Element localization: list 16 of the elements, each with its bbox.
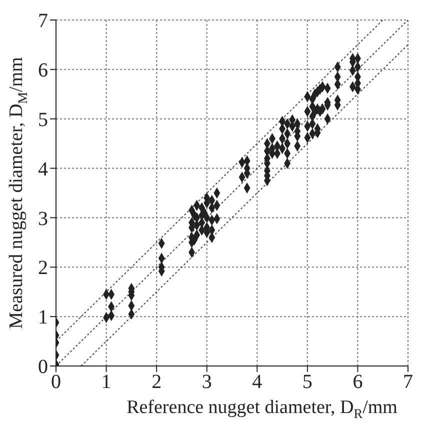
x-tick-label: 6 bbox=[352, 371, 363, 394]
y-tick-label: 3 bbox=[38, 208, 48, 230]
x-tick-label: 4 bbox=[252, 371, 262, 394]
x-tick-label: 7 bbox=[403, 371, 413, 394]
x-tick-label: 1 bbox=[101, 371, 112, 394]
y-tick-label: 2 bbox=[38, 257, 48, 280]
y-tick-label: 1 bbox=[38, 306, 48, 329]
y-tick-label: 7 bbox=[38, 10, 48, 32]
y-tick-label: 6 bbox=[38, 60, 48, 82]
y-tick-label: 4 bbox=[38, 158, 48, 180]
y-tick-label: 0 bbox=[38, 356, 48, 378]
x-axis-title: Reference nugget diameter, D$_{R}$/mm bbox=[126, 397, 398, 421]
x-tick-label: 2 bbox=[152, 371, 162, 394]
x-tick-label: 5 bbox=[302, 371, 312, 394]
x-tick-label: 3 bbox=[202, 371, 212, 394]
y-tick-label: 5 bbox=[38, 108, 48, 131]
